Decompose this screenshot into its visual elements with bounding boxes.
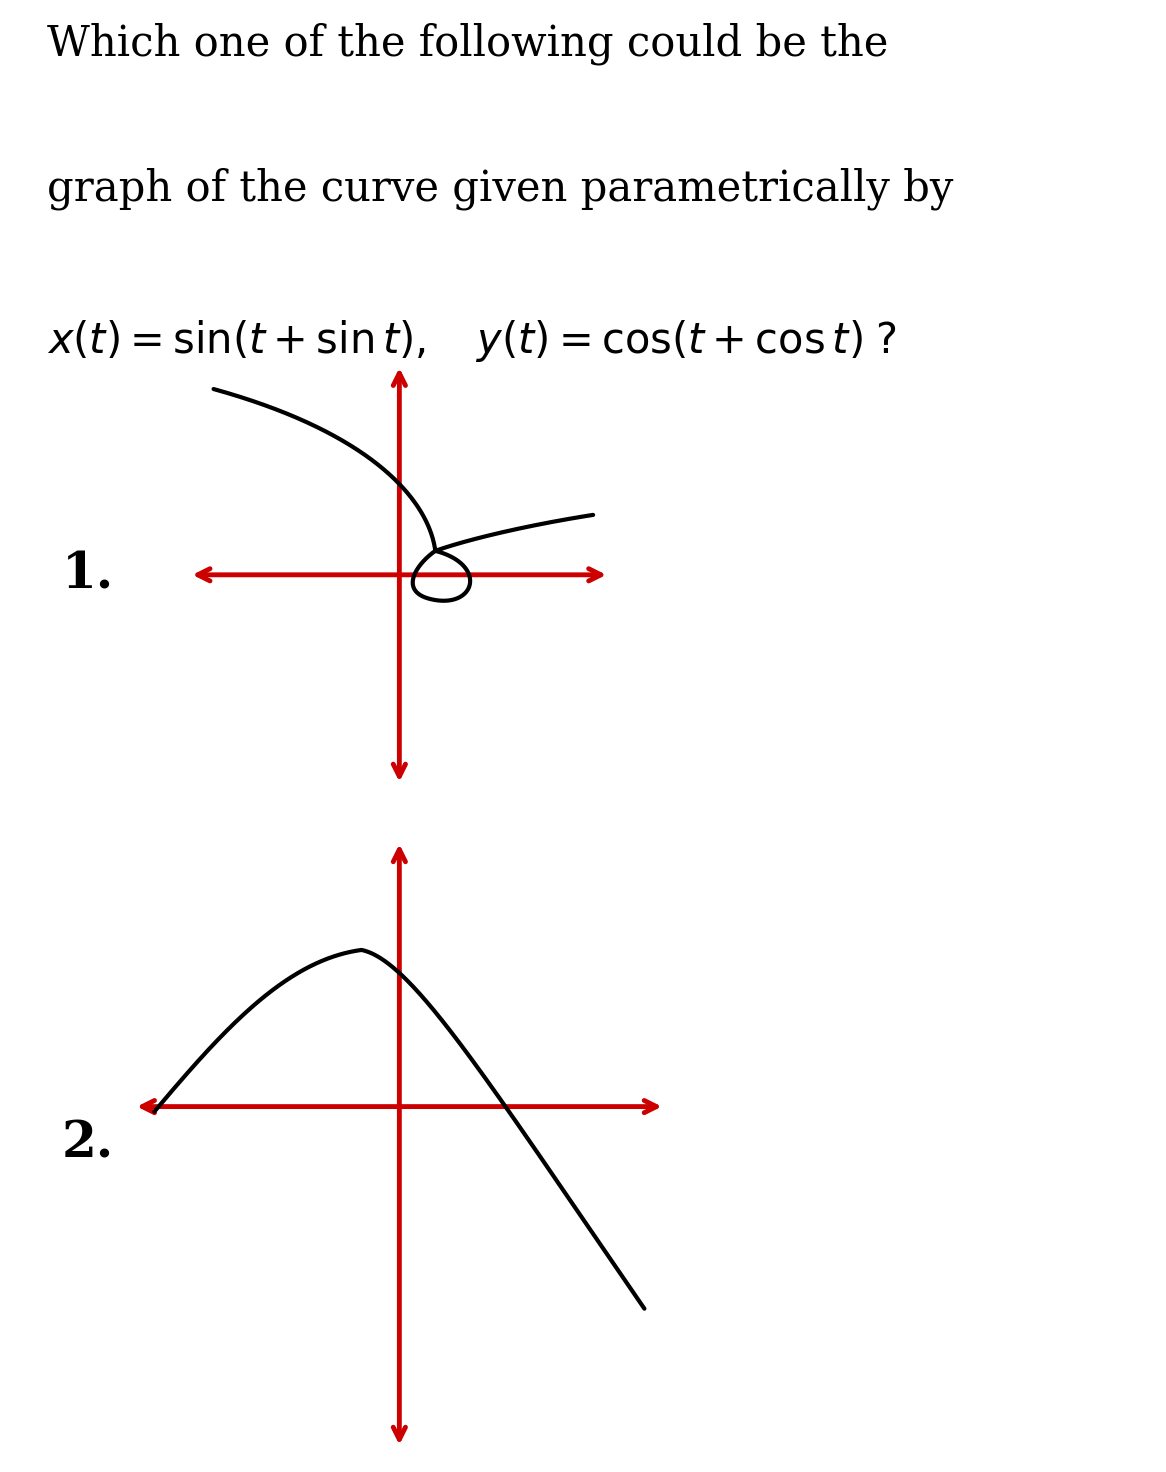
Text: 1.: 1. — [62, 551, 113, 599]
Text: $x(t) = \sin(t+\sin t),\quad y(t) = \cos(t+\cos t)\;?$: $x(t) = \sin(t+\sin t),\quad y(t) = \cos… — [47, 318, 897, 364]
Text: 2.: 2. — [62, 1120, 113, 1169]
Text: graph of the curve given parametrically by: graph of the curve given parametrically … — [47, 168, 953, 210]
Text: Which one of the following could be the: Which one of the following could be the — [47, 22, 888, 65]
